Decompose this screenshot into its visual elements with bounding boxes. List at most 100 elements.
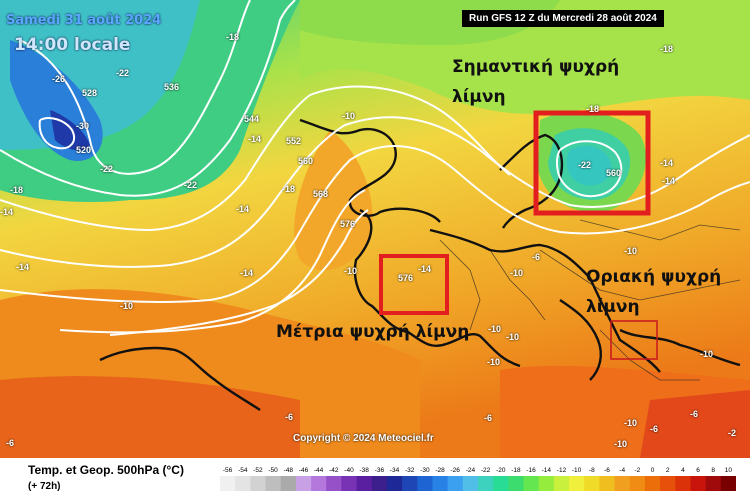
temp-label: -22: [100, 164, 114, 174]
legend-swatch: [417, 476, 433, 491]
legend-tick-label: -16: [526, 467, 536, 474]
legend-swatch: [675, 476, 691, 491]
temp-label: -14: [236, 204, 250, 214]
legend-swatch: [493, 476, 509, 491]
marginal-cold-pool-box: [610, 320, 658, 360]
temperature-geopotential-map: [0, 0, 750, 458]
temp-label: -26: [52, 74, 66, 84]
temp-label: -14: [240, 268, 254, 278]
coastlines: [99, 118, 741, 411]
legend-swatch: [311, 476, 327, 491]
contour-528: [19, 0, 251, 175]
temp-label: -10: [487, 357, 501, 367]
annotation-line: Σημαντική ψυχρή: [452, 57, 620, 77]
legend-tick-label: -26: [450, 467, 460, 474]
legend-swatch: [462, 476, 479, 491]
legend-tick-label: -36: [375, 467, 385, 474]
legend-tick-label: -6: [604, 467, 610, 474]
legend-swatch: [295, 476, 312, 491]
legend-tick-label: -30: [420, 467, 430, 474]
legend-swatch: [690, 476, 707, 491]
legend-tick-label: -2: [635, 467, 641, 474]
geo-label: 576: [340, 219, 356, 229]
model-run-info: Run GFS 12 Z du Mercredi 28 août 2024: [462, 10, 664, 27]
legend-tick-label: -12: [557, 467, 567, 474]
italy-coast: [559, 299, 602, 381]
temp-label: -30: [76, 121, 90, 131]
annotation-line: λίμνη: [586, 297, 640, 317]
contour-536: [0, 0, 296, 197]
temp-label: -18: [586, 104, 600, 114]
border-line-5: [599, 329, 700, 381]
legend-swatch: [584, 476, 600, 491]
legend-tick-label: -56: [223, 467, 233, 474]
legend-swatch: [326, 476, 342, 491]
geopotential-contours: [0, 0, 750, 335]
legend-swatch: [553, 476, 570, 491]
legend-swatch: [614, 476, 631, 491]
temp-label: -6: [285, 412, 294, 422]
moderate-cold-pool-box: [379, 254, 449, 315]
north-africa-coast: [99, 346, 261, 411]
legend-tick-label: -4: [619, 467, 625, 474]
contour-576: [109, 209, 369, 336]
geo-label: 544: [244, 114, 260, 124]
legend-swatch: [644, 476, 661, 491]
geo-label: 568: [313, 189, 329, 199]
legend-tick-label: -28: [435, 467, 445, 474]
legend-tick-label: -20: [496, 467, 506, 474]
temp-label: -10: [624, 246, 638, 256]
continental-coast: [429, 228, 661, 373]
temp-label: -18: [10, 185, 24, 195]
border-line-1: [439, 239, 481, 331]
temp-label: -10: [510, 268, 524, 278]
legend-tick-label: -40: [344, 467, 354, 474]
temp-label: -14: [660, 158, 674, 168]
temp-label: -14: [248, 134, 262, 144]
legend-swatch: [371, 476, 388, 491]
temp-label: -14: [16, 262, 30, 272]
forecast-date: Samedi 31 août 2024: [6, 13, 162, 28]
annotation-line: λίμνη: [452, 87, 506, 107]
temp-label: -10: [700, 349, 714, 359]
legend-tick-label: -34: [390, 467, 400, 474]
legend-swatch: [220, 476, 236, 491]
temp-label: -2: [728, 428, 737, 438]
temp-label: -18: [282, 184, 296, 194]
legend-tick-label: -22: [481, 467, 491, 474]
temp-label: -18: [660, 44, 674, 54]
annotation-significant-cold-pool: Σημαντική ψυχρή λίμνη: [452, 52, 619, 112]
legend-tick-label: 0: [651, 467, 655, 474]
annotation-moderate-cold-pool: Μέτρια ψυχρή λίμνη: [276, 322, 470, 342]
temp-label: -14: [0, 207, 14, 217]
geo-label: 560: [298, 156, 314, 166]
legend-tick-label: -50: [268, 467, 278, 474]
geo-label: 536: [164, 82, 180, 92]
temp-label: -10: [344, 266, 358, 276]
british-isles-coast: [299, 118, 441, 223]
legend-tick-label: -14: [542, 467, 552, 474]
legend-swatch: [356, 476, 373, 491]
legend-swatch: [523, 476, 540, 491]
legend-tick-label: -42: [329, 467, 339, 474]
legend-swatch: [235, 476, 251, 491]
temp-label: -10: [624, 418, 638, 428]
legend-swatch: [402, 476, 418, 491]
legend-swatch: [341, 476, 358, 491]
legend-tick-label: -18: [511, 467, 521, 474]
legend-swatch: [265, 476, 282, 491]
border-line-2: [489, 249, 546, 321]
geo-label: 528: [82, 88, 98, 98]
iberia-coast: [353, 208, 521, 368]
legend-tick-label: 8: [711, 467, 715, 474]
temp-label: -22: [578, 160, 592, 170]
temp-label: -10: [614, 439, 628, 449]
contour-560: [0, 145, 750, 303]
legend-swatch: [386, 476, 403, 491]
legend-swatch: [660, 476, 676, 491]
temp-label: -18: [226, 32, 240, 42]
legend-title: Temp. et Geop. 500hPa (°C): [28, 463, 184, 477]
contour-544: [0, 85, 511, 232]
temp-label: -10: [506, 332, 520, 342]
